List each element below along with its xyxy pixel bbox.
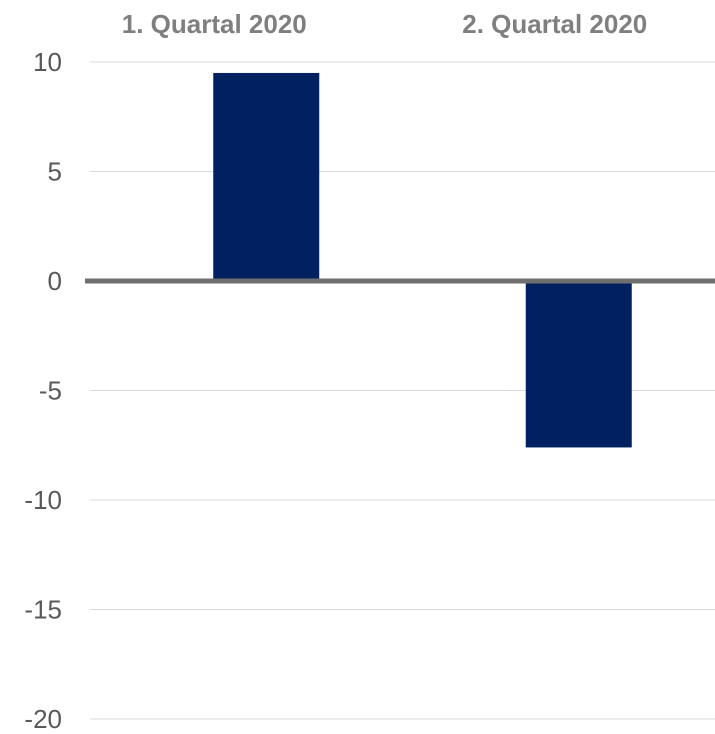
y-tick-label: 0 [48, 266, 62, 296]
category-label: 2. Quartal 2020 [462, 9, 647, 39]
bar [525, 281, 632, 448]
bars [213, 72, 632, 448]
y-tick-label: -15 [24, 595, 62, 625]
y-tick-label: 10 [33, 47, 62, 77]
category-labels: 1. Quartal 2020 2. Quartal 2020 [122, 9, 648, 39]
y-tick-label: 5 [48, 157, 62, 187]
y-tick-label: -20 [24, 704, 62, 734]
gridlines [90, 61, 715, 720]
category-label: 1. Quartal 2020 [122, 9, 307, 39]
y-axis-tick-labels: 10 5 0 -5 -10 -15 -20 [24, 47, 62, 734]
y-tick-label: -5 [39, 376, 62, 406]
y-tick-label: -10 [24, 485, 62, 515]
bar [213, 72, 320, 281]
